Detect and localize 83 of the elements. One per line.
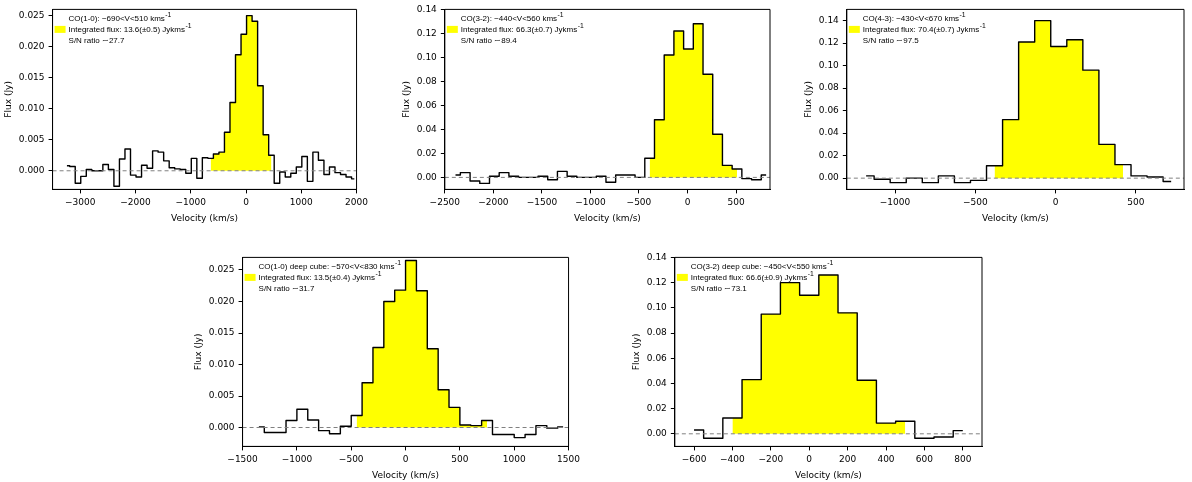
- y-tick-label: 0.010: [18, 103, 45, 114]
- y-tick-label: 0.04: [646, 377, 668, 388]
- y-tick-label: 0.025: [208, 264, 235, 275]
- x-tick-label: 800: [954, 454, 972, 465]
- y-tick-label: 0.020: [18, 40, 45, 51]
- y-axis-title: Flux (Jy): [192, 333, 203, 371]
- y-tick-label: 0.02: [646, 402, 667, 413]
- x-tick-label: 1500: [557, 454, 581, 465]
- x-tick-label: 0: [243, 197, 250, 208]
- y-tick-label: 0.12: [646, 276, 667, 287]
- x-tick-label: −600: [681, 454, 707, 465]
- x-tick-label: −2000: [120, 197, 151, 208]
- y-tick-label: 0.06: [818, 104, 840, 115]
- x-tick-label: −1000: [281, 454, 313, 465]
- y-tick-label: 0.00: [416, 171, 438, 182]
- x-tick-label: −1500: [526, 197, 558, 208]
- x-tick-label: −1000: [175, 197, 207, 208]
- x-tick-label: −3000: [64, 197, 96, 208]
- annotation: S/N ratio ∼97.5: [862, 35, 920, 45]
- y-axis-title: Flux (Jy): [2, 81, 13, 118]
- x-tick-label: −500: [626, 197, 652, 208]
- annotation: S/N ratio ∼31.7: [258, 283, 316, 293]
- x-tick-label: −200: [758, 454, 784, 465]
- y-tick-label: 0.04: [416, 123, 438, 134]
- x-tick-label: 500: [1127, 197, 1145, 208]
- y-tick-label: 0.10: [416, 51, 438, 62]
- x-axis-title: Velocity (km/s): [981, 212, 1049, 223]
- y-tick-label: 0.14: [646, 251, 668, 262]
- annotation: S/N ratio ∼73.1: [690, 283, 748, 293]
- y-tick-label: 0.02: [416, 147, 437, 158]
- y-tick-label: 0.00: [818, 172, 840, 183]
- x-tick-label: −1000: [879, 197, 911, 208]
- y-tick-label: 0.000: [18, 165, 45, 176]
- y-tick-label: 0.02: [818, 149, 839, 160]
- annotation: S/N ratio ∼27.7: [68, 35, 126, 45]
- x-tick-label: −500: [338, 454, 364, 465]
- y-tick-label: 0.10: [818, 59, 840, 70]
- y-axis-title: Flux (Jy): [630, 333, 641, 371]
- annotation: S/N ratio ∼89.4: [460, 35, 518, 45]
- y-tick-label: 0.12: [818, 37, 839, 48]
- x-tick-label: 2000: [345, 197, 369, 208]
- y-tick-label: 0.14: [416, 3, 438, 14]
- x-tick-label: 0: [806, 454, 813, 465]
- y-tick-label: 0.10: [646, 302, 668, 313]
- x-tick-label: 1000: [502, 454, 526, 465]
- x-tick-label: −400: [720, 454, 746, 465]
- y-axis-title: Flux (Jy): [400, 81, 411, 118]
- y-tick-label: 0.005: [18, 134, 45, 145]
- y-tick-label: 0.04: [818, 127, 840, 138]
- x-tick-label: −1500: [227, 454, 259, 465]
- y-tick-label: 0.08: [416, 75, 438, 86]
- x-tick-label: 500: [727, 197, 745, 208]
- y-tick-label: 0.015: [18, 72, 45, 83]
- x-tick-label: 600: [915, 454, 934, 465]
- x-tick-label: −500: [962, 197, 988, 208]
- x-axis-title: Velocity (km/s): [372, 469, 439, 480]
- y-tick-label: 0.14: [818, 14, 840, 25]
- x-tick-label: −1000: [575, 197, 606, 208]
- x-tick-label: 400: [877, 454, 895, 465]
- x-tick-label: 200: [839, 454, 857, 465]
- x-tick-label: 0: [402, 454, 409, 465]
- x-tick-label: −2500: [429, 197, 461, 208]
- y-tick-label: 0.020: [208, 295, 235, 306]
- y-tick-label: 0.000: [208, 421, 235, 432]
- x-tick-label: 0: [684, 197, 691, 208]
- y-tick-label: 0.12: [416, 27, 437, 38]
- y-tick-label: 0.06: [646, 352, 668, 363]
- x-tick-label: 1000: [289, 197, 313, 208]
- y-tick-label: 0.025: [18, 9, 45, 20]
- x-tick-label: 500: [451, 454, 469, 465]
- y-tick-label: 0.015: [208, 327, 235, 338]
- x-tick-label: 0: [1052, 197, 1059, 208]
- x-axis-title: Velocity (km/s): [794, 469, 862, 480]
- x-axis-title: Velocity (km/s): [171, 212, 238, 223]
- x-tick-label: −2000: [478, 197, 509, 208]
- y-tick-label: 0.010: [208, 358, 235, 369]
- x-axis-title: Velocity (km/s): [573, 212, 641, 223]
- y-tick-label: 0.08: [646, 327, 668, 338]
- y-tick-label: 0.00: [646, 428, 668, 439]
- y-tick-label: 0.08: [818, 82, 840, 93]
- y-tick-label: 0.005: [208, 390, 235, 401]
- y-axis-title: Flux (Jy): [802, 81, 813, 118]
- y-tick-label: 0.06: [416, 99, 438, 110]
